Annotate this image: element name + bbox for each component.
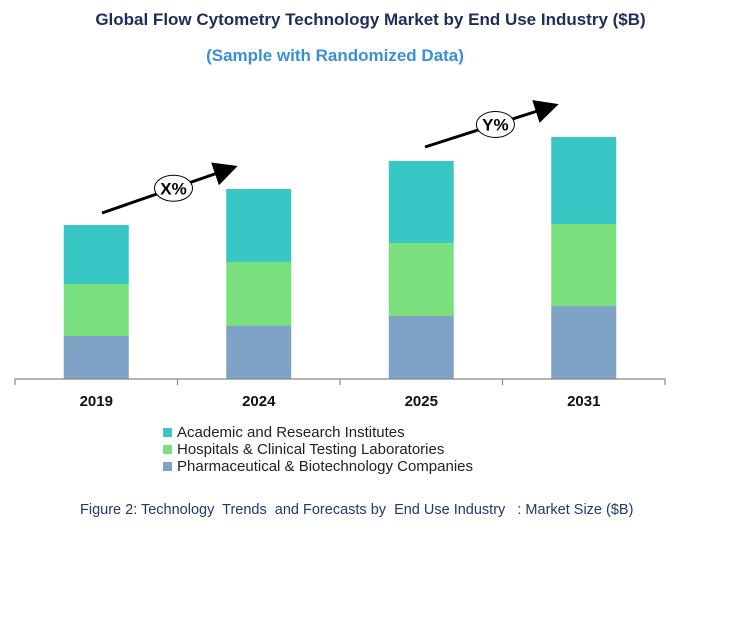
bar-segment: [63, 284, 129, 336]
bar-segment: [388, 316, 454, 379]
legend-item-pharma: Pharmaceutical & Biotechnology Companies: [163, 458, 473, 475]
bar-segment: [226, 189, 292, 262]
legend: Academic and Research Institutes Hospita…: [163, 424, 473, 475]
legend-swatch: [163, 462, 172, 471]
figure-caption: Figure 2: Technology Trends and Forecast…: [80, 502, 634, 518]
bar-segment: [388, 243, 454, 316]
x-tick-label: 2031: [567, 393, 600, 410]
bar-segment: [551, 306, 617, 379]
x-tick-label: 2019: [80, 393, 113, 410]
bar-segment: [226, 262, 292, 326]
x-tick-label: 2024: [242, 393, 276, 410]
legend-item-hospitals: Hospitals & Clinical Testing Laboratorie…: [163, 441, 473, 458]
bar-segment: [63, 336, 129, 379]
growth-label: X%: [160, 179, 186, 198]
bar-segment: [63, 225, 129, 284]
x-tick-label: 2025: [405, 393, 438, 410]
bar-segment: [226, 326, 292, 379]
bar-segment: [551, 137, 617, 224]
growth-label: Y%: [482, 115, 508, 134]
legend-label: Hospitals & Clinical Testing Laboratorie…: [177, 441, 445, 458]
legend-swatch: [163, 445, 172, 454]
legend-label: Pharmaceutical & Biotechnology Companies: [177, 458, 473, 475]
chart-subtitle: (Sample with Randomized Data): [206, 46, 464, 65]
legend-item-academic: Academic and Research Institutes: [163, 424, 473, 441]
legend-label: Academic and Research Institutes: [177, 424, 405, 441]
growth-label-bubble: [154, 174, 193, 202]
bar-segment: [388, 161, 454, 243]
growth-label-bubble: [475, 110, 515, 138]
bar-segment: [551, 224, 617, 306]
legend-swatch: [163, 428, 172, 437]
chart-title: Global Flow Cytometry Technology Market …: [95, 10, 646, 29]
